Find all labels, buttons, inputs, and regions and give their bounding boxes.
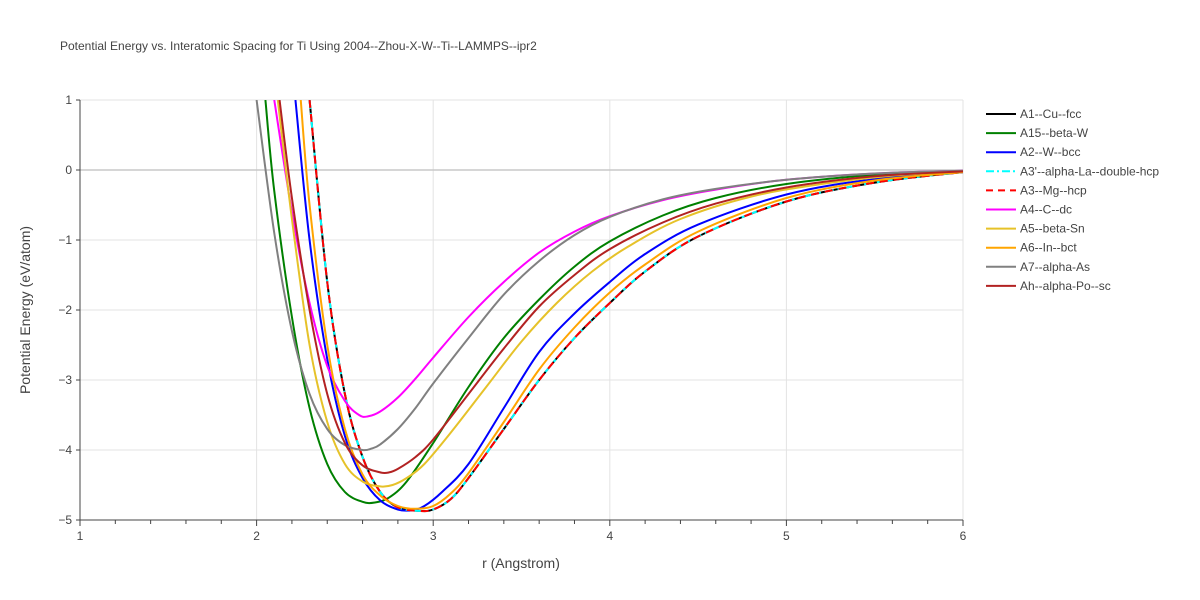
- series-line-3[interactable]: [308, 100, 963, 513]
- x-tick-label: 4: [606, 529, 613, 543]
- y-tick-label: −2: [58, 303, 72, 317]
- x-axis-label: r (Angstrom): [482, 555, 560, 571]
- series-line-9[interactable]: [278, 100, 963, 475]
- series-line-7[interactable]: [299, 100, 963, 510]
- legend-item[interactable]: A3--Mg--hcp: [986, 183, 1087, 197]
- legend-label: A3--Mg--hcp: [1020, 183, 1087, 197]
- series-line-8[interactable]: [255, 100, 963, 452]
- grid: [80, 99, 964, 520]
- x-tick-label: 5: [783, 529, 790, 543]
- legend-item[interactable]: A1--Cu--fcc: [986, 107, 1081, 121]
- legend[interactable]: A1--Cu--fcc A15--beta-W A2--W--bcc A3'--alp…: [986, 107, 1159, 293]
- legend-item[interactable]: A15--beta-W: [986, 126, 1089, 140]
- y-tick-label: −1: [58, 233, 72, 247]
- y-tick-label: −4: [58, 443, 72, 457]
- legend-item[interactable]: A3'--alpha-La--double-hcp: [986, 164, 1159, 178]
- legend-label: A6--In--bct: [1020, 241, 1077, 255]
- x-tick-label: 2: [253, 529, 260, 543]
- x-tick-label: 6: [960, 529, 967, 543]
- series-line-6[interactable]: [276, 100, 963, 488]
- legend-item[interactable]: A2--W--bcc: [986, 145, 1080, 159]
- legend-label: Ah--alpha-Po--sc: [1020, 279, 1111, 293]
- legend-item[interactable]: A7--alpha-As: [986, 260, 1090, 274]
- legend-label: A1--Cu--fcc: [1020, 107, 1081, 121]
- legend-label: A7--alpha-As: [1020, 260, 1090, 274]
- series-line-1[interactable]: [264, 100, 963, 505]
- x-tick-label: 1: [77, 529, 84, 543]
- x-tick-label: 3: [430, 529, 437, 543]
- y-tick-label: −3: [58, 373, 72, 387]
- legend-label: A5--beta-Sn: [1020, 222, 1085, 236]
- y-axis-label: Potential Energy (eV/atom): [17, 226, 33, 394]
- series-line-4[interactable]: [308, 100, 963, 513]
- axes: 1 2 3 4 5 6 1 0 −1 −2 −3 −4 −5: [58, 93, 966, 543]
- legend-label: A3'--alpha-La--double-hcp: [1020, 164, 1159, 178]
- series-line-2[interactable]: [294, 100, 963, 512]
- legend-item[interactable]: A5--beta-Sn: [986, 222, 1085, 236]
- y-tick-label: 0: [65, 163, 72, 177]
- series-line-0[interactable]: [308, 100, 963, 513]
- legend-item[interactable]: Ah--alpha-Po--sc: [986, 279, 1111, 293]
- legend-label: A15--beta-W: [1020, 126, 1089, 140]
- series-line-5[interactable]: [273, 100, 963, 418]
- legend-label: A2--W--bcc: [1020, 145, 1080, 159]
- y-tick-label: −5: [58, 513, 72, 527]
- y-tick-label: 1: [65, 93, 72, 107]
- legend-label: A4--C--dc: [1020, 203, 1072, 217]
- chart-title: Potential Energy vs. Interatomic Spacing…: [60, 39, 537, 53]
- legend-item[interactable]: A4--C--dc: [986, 203, 1072, 217]
- legend-item[interactable]: A6--In--bct: [986, 241, 1077, 255]
- series-layer: [255, 100, 963, 513]
